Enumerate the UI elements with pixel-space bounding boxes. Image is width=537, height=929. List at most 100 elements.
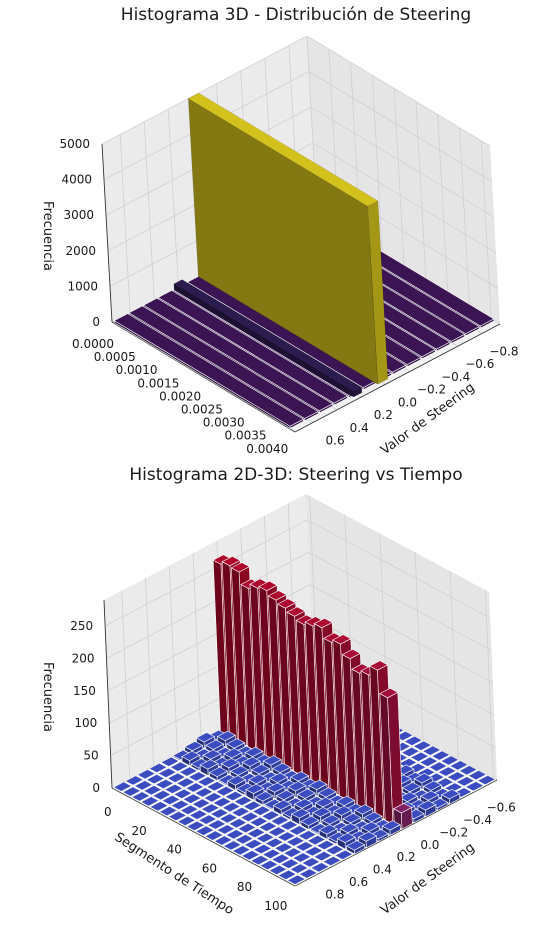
chart2-cell-bar: [206, 781, 226, 793]
chart2-cell-bar: [264, 837, 284, 849]
chart2-cell-bar: [154, 778, 175, 790]
chart2-cell-bar: [222, 840, 242, 852]
chart2-cell-bar: [345, 840, 366, 855]
chart1-y-tick: 0.0010: [116, 363, 158, 377]
chart2-cell-bar: [164, 783, 184, 795]
chart1-ygrid-wall: [393, 88, 405, 267]
chart2-cell-bar: [191, 798, 211, 810]
chart2-cell-bar: [216, 824, 236, 836]
chart2-cell-bar: [224, 790, 244, 802]
chart2-cell-bar: [381, 820, 401, 836]
steering-histogram-3d: Histograma 3D - Distribución de Steering…: [40, 5, 518, 458]
chart1-ygrid-wall: [415, 101, 427, 280]
chart2-cell-bar: [288, 825, 308, 837]
chart2-cell-bar: [421, 745, 442, 757]
chart1-baseline-bar: [113, 313, 305, 429]
chart2-y-tick: 40: [167, 843, 182, 857]
chart2-cell-bar: [259, 859, 279, 871]
chart2-cell-bar: [313, 851, 333, 863]
chart2-cell-bar: [149, 801, 169, 813]
chart2-cell-bar: [131, 791, 151, 803]
chart2-cell-bar: [178, 766, 198, 778]
chart2-z-tick: 50: [83, 749, 98, 763]
chart1-x-axis-line: [294, 323, 501, 433]
chart2-cell-bar: [148, 762, 168, 774]
chart2-y-tick: 60: [202, 861, 217, 875]
chart2-xgrid-wall: [168, 565, 178, 754]
chart2-y-tick: 0: [104, 805, 112, 819]
chart2-zgrid-right: [308, 551, 492, 651]
chart1-z-tick: 3000: [63, 208, 94, 222]
chart2-z-tick: 0: [92, 781, 100, 795]
chart1-x-tick: 0.6: [326, 433, 345, 447]
chart2-cell-bar: [261, 848, 282, 860]
chart1-zlabel: Frecuencia: [40, 201, 55, 271]
chart2-z-tick: 200: [72, 651, 95, 665]
chart2-cell-bar: [230, 806, 251, 818]
chart2-cell-bar: [124, 775, 144, 787]
chart2-cell-bar: [437, 766, 457, 778]
chart2-cell-bar: [419, 756, 439, 768]
chart2-cell-bar: [273, 842, 294, 854]
chart2-xgrid-wall: [192, 553, 202, 742]
chart2-y-tick: 100: [264, 899, 287, 913]
chart1-x-tick: 0.2: [374, 408, 393, 422]
chart2-z-tick: 250: [70, 619, 93, 633]
chart2-cell-bar: [310, 862, 330, 874]
chart2-cell-bar: [188, 809, 209, 821]
chart1-xgrid-wall: [119, 134, 131, 313]
chart1-x-tick: −0.6: [465, 357, 494, 371]
chart1-y-tick: 0.0020: [159, 389, 201, 403]
chart2-title: Histograma 2D-3D: Steering vs Tiempo: [129, 465, 462, 485]
chart2-cell-bar: [440, 789, 461, 805]
chart2-cell-bar: [267, 826, 287, 838]
chart2-zgrid-right: [309, 584, 494, 684]
chart2-cell-bar: [297, 830, 317, 842]
chart2-cell-bar: [218, 813, 239, 825]
chart2-cell-bar: [277, 869, 297, 881]
chart1-y-tick: 0.0015: [137, 376, 179, 390]
chart2-cell-bar: [207, 819, 227, 831]
chart1-x-tick: 0.0: [398, 395, 417, 409]
chart2-cell-bar: [221, 802, 241, 814]
chart2-cell-bar: [270, 815, 290, 827]
chart2-cell-bar: [182, 793, 202, 805]
chart2-cell-bar: [196, 776, 217, 788]
chart2-x-axis-line: [294, 779, 498, 887]
chart1-title: Histograma 3D - Distribución de Steering: [121, 5, 471, 25]
chart1-y-tick: 0.0040: [246, 442, 288, 456]
chart2-cell-bar: [455, 776, 476, 788]
chart2-cell-bar: [143, 785, 163, 797]
chart2-cell-bar: [195, 825, 215, 837]
chart2-cell-bar: [169, 761, 189, 773]
chart1-ygrid-wall: [480, 140, 492, 319]
chart2-x-tick: −0.6: [487, 800, 516, 814]
chart1-tick-labels: 0100020003000400050000.00000.00050.00100…: [59, 137, 518, 456]
chart2-cell-bar: [112, 781, 133, 793]
chart2-cell-bar: [203, 792, 223, 804]
chart1-z-tick: 4000: [61, 173, 92, 187]
chart2-cell-bar: [449, 760, 469, 772]
chart2-cell-bar: [440, 755, 460, 767]
chart2-x-tick: 0.2: [397, 850, 416, 864]
chart1-x-tick: −0.4: [441, 370, 470, 384]
chart2-cell-bar: [209, 808, 230, 820]
chart2-cell-bar: [212, 797, 232, 809]
chart2-zgrid-left: [106, 551, 309, 659]
chart2-cell-bar: [167, 810, 188, 822]
chart1-x-tick: −0.2: [417, 383, 446, 397]
chart2-cell-bar: [428, 761, 448, 773]
chart2-cell-bar: [315, 839, 336, 851]
chart2-cell-bar: [249, 816, 269, 828]
chart1-z-tick: 2000: [65, 244, 96, 258]
chart2-cell-bar: [292, 852, 312, 864]
chart2-cell-bar: [464, 781, 485, 793]
chart2-cell-bar: [243, 839, 263, 851]
chart2-cell-bar: [234, 834, 254, 846]
chart2-cell-bar: [279, 820, 299, 832]
chart2-y-axis-line: [111, 787, 296, 887]
chart2-tick-labels: 050100150200250020406080100−0.6−0.4−0.20…: [70, 619, 516, 913]
chart2-cell-bar: [225, 829, 245, 841]
chart2-z-axis-line: [103, 599, 113, 789]
